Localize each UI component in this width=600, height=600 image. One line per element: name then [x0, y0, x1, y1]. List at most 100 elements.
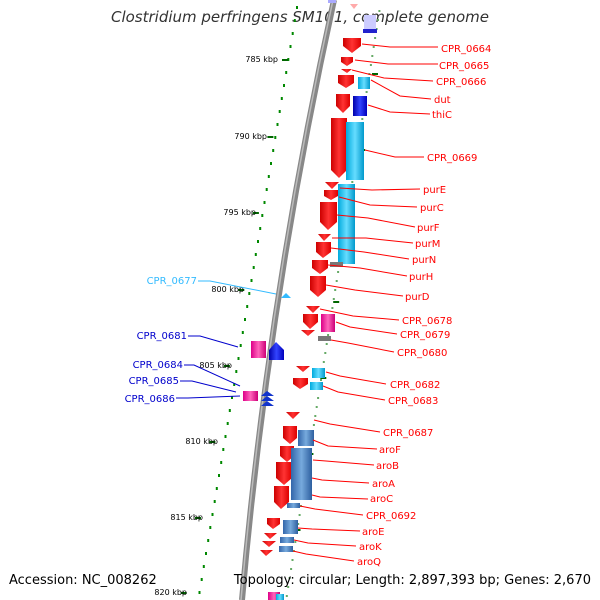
- gene-label[interactable]: CPR_0681: [137, 331, 187, 342]
- gene-label[interactable]: CPR_0664: [441, 44, 491, 55]
- gene-label[interactable]: aroC: [370, 494, 393, 505]
- gene-feature[interactable]: [312, 368, 325, 378]
- track-dot: [314, 415, 317, 417]
- gene-feature[interactable]: [353, 96, 367, 116]
- ruler-tick: [195, 517, 201, 519]
- gene-label[interactable]: aroA: [372, 479, 395, 490]
- gene-feature[interactable]: [346, 122, 364, 180]
- gene-feature[interactable]: [316, 242, 331, 258]
- gene-feature[interactable]: [331, 118, 347, 178]
- gene-feature[interactable]: [267, 518, 280, 529]
- gene-feature[interactable]: [312, 260, 328, 274]
- leader-line: [198, 280, 277, 295]
- gene-label[interactable]: CPR_0665: [439, 61, 489, 72]
- gene-label[interactable]: purE: [423, 185, 446, 196]
- ruler-tick: [282, 59, 288, 61]
- gene-label[interactable]: CPR_0679: [400, 330, 450, 341]
- gene-feature[interactable]: [274, 486, 289, 509]
- gene-feature[interactable]: [325, 182, 339, 189]
- gene-feature[interactable]: [251, 341, 266, 358]
- gene-feature[interactable]: [269, 342, 284, 360]
- gene-feature[interactable]: [318, 336, 331, 341]
- gene-feature[interactable]: [338, 75, 354, 88]
- gene-feature[interactable]: [358, 77, 370, 89]
- gene-feature[interactable]: [341, 57, 353, 66]
- gene-feature[interactable]: [261, 396, 274, 401]
- gene-feature[interactable]: [293, 378, 308, 389]
- gene-feature[interactable]: [303, 314, 318, 329]
- gene-feature[interactable]: [330, 262, 343, 267]
- gene-label[interactable]: purD: [405, 292, 430, 303]
- gene-feature[interactable]: [262, 541, 276, 547]
- gene-feature[interactable]: [261, 391, 274, 396]
- gene-label[interactable]: CPR_0686: [125, 394, 175, 405]
- gene-feature[interactable]: [336, 94, 350, 113]
- gene-feature[interactable]: [310, 276, 326, 297]
- gene-label[interactable]: CPR_0684: [133, 360, 183, 371]
- gene-feature[interactable]: [283, 520, 298, 534]
- gene-label[interactable]: CPR_0669: [427, 153, 477, 164]
- gene-label[interactable]: thiC: [432, 110, 452, 121]
- gene-feature[interactable]: [243, 391, 258, 401]
- gene-label[interactable]: aroE: [362, 527, 384, 538]
- gene-feature[interactable]: [286, 412, 300, 419]
- gene-label[interactable]: purM: [415, 239, 440, 250]
- gene-label[interactable]: CPR_0680: [397, 348, 447, 359]
- gene-feature[interactable]: [283, 426, 297, 444]
- gene-label[interactable]: aroF: [379, 445, 401, 456]
- gene-label[interactable]: dut: [434, 95, 451, 106]
- leader-line: [188, 335, 239, 348]
- gene-feature[interactable]: [324, 190, 338, 200]
- leader-line: [327, 264, 408, 277]
- gene-feature[interactable]: [298, 430, 314, 446]
- ruler-label: 810 kbp: [185, 437, 218, 446]
- gene-feature[interactable]: [268, 592, 280, 600]
- gene-label[interactable]: CPR_0692: [366, 511, 416, 522]
- rna-feature[interactable]: [281, 293, 291, 298]
- gene-feature[interactable]: [301, 330, 315, 336]
- gene-feature[interactable]: [306, 306, 320, 313]
- gene-label[interactable]: aroK: [359, 542, 382, 553]
- gene-feature[interactable]: [280, 537, 294, 543]
- gene-label[interactable]: CPR_0683: [388, 396, 438, 407]
- gene-feature[interactable]: [296, 366, 310, 372]
- track-dot: [270, 162, 272, 165]
- track-dot: [287, 586, 290, 588]
- gene-feature[interactable]: [343, 38, 361, 53]
- gene-label[interactable]: aroB: [376, 461, 399, 472]
- gene-label[interactable]: aroQ: [357, 557, 381, 568]
- gene-feature[interactable]: [264, 533, 277, 539]
- gene-feature[interactable]: [280, 446, 294, 462]
- gene-feature[interactable]: [276, 594, 284, 600]
- gene-feature[interactable]: [318, 234, 331, 241]
- gene-label[interactable]: purH: [409, 272, 433, 283]
- gene-feature[interactable]: [310, 382, 323, 390]
- gene-feature[interactable]: [341, 69, 352, 73]
- gene-label[interactable]: CPR_0666: [436, 77, 486, 88]
- gene-label[interactable]: purN: [412, 255, 436, 266]
- gene-feature[interactable]: [291, 448, 312, 500]
- gene-feature[interactable]: [261, 401, 274, 406]
- gene-feature[interactable]: [321, 314, 335, 332]
- gene-label[interactable]: purC: [420, 203, 444, 214]
- track-dot: [231, 396, 233, 399]
- gene-feature[interactable]: [338, 184, 355, 264]
- track-dot: [246, 305, 249, 308]
- gene-feature[interactable]: [287, 503, 300, 508]
- rna-label[interactable]: CPR_0677: [147, 276, 197, 287]
- track-dot: [205, 552, 207, 555]
- gene-label[interactable]: CPR_0678: [402, 316, 452, 327]
- gene-feature[interactable]: [276, 462, 292, 485]
- track-dot: [252, 266, 255, 269]
- track-dot: [274, 136, 277, 139]
- gene-feature[interactable]: [260, 550, 273, 556]
- gene-label[interactable]: CPR_0685: [129, 376, 179, 387]
- gene-label[interactable]: purF: [417, 223, 440, 234]
- gene-label[interactable]: CPR_0687: [383, 428, 433, 439]
- gene-label[interactable]: CPR_0682: [390, 380, 440, 391]
- track-dot: [272, 149, 275, 152]
- track-dot: [209, 526, 212, 529]
- gene-feature-faded: [364, 15, 376, 29]
- gene-feature[interactable]: [320, 202, 337, 230]
- gene-feature[interactable]: [279, 546, 293, 552]
